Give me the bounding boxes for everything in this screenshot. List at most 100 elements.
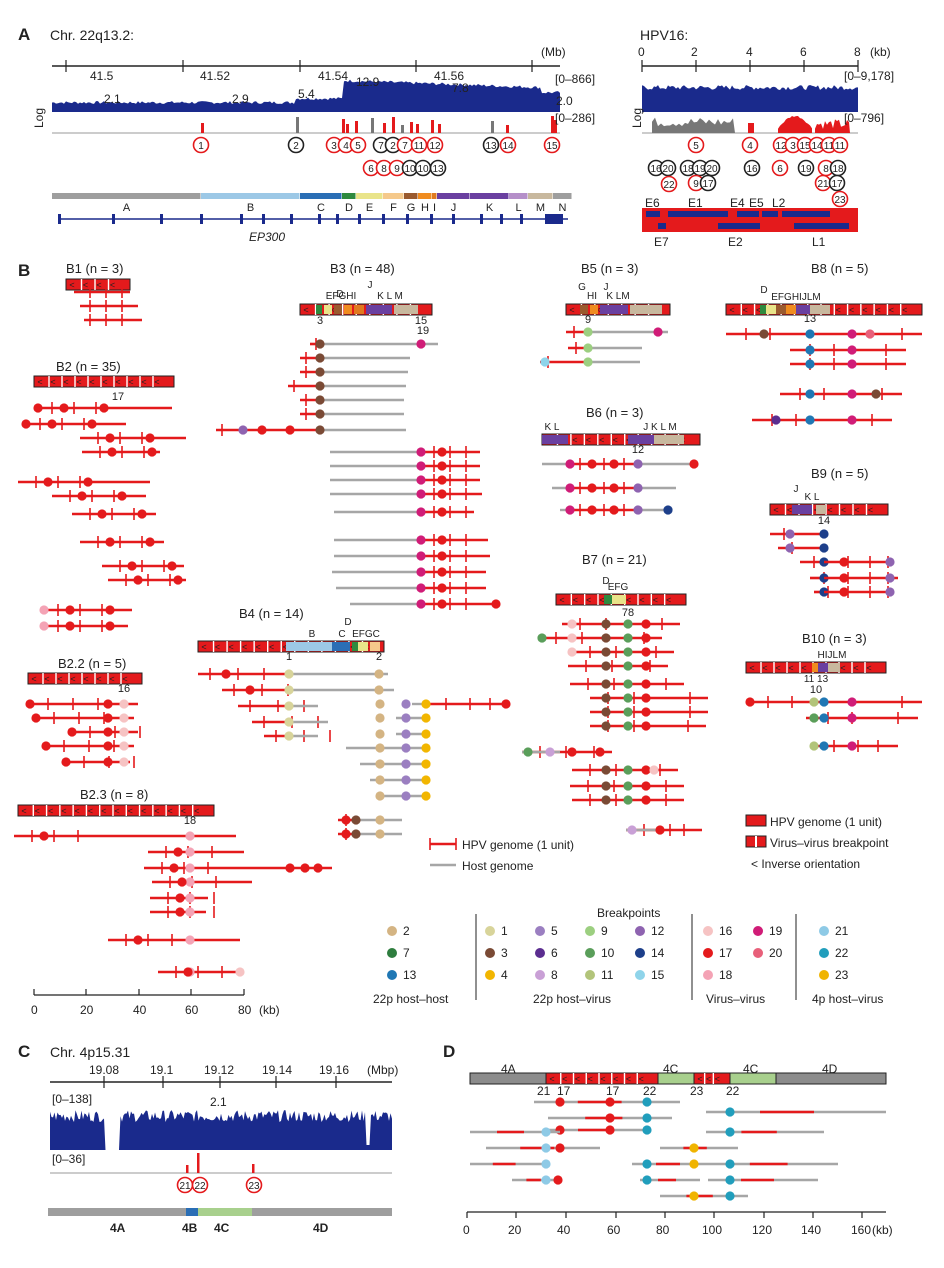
d-bp-dot bbox=[555, 1097, 565, 1107]
b3-dot bbox=[437, 447, 447, 457]
b6-arrow: < bbox=[572, 435, 577, 445]
chr4-seg-4d: 4D bbox=[313, 1221, 329, 1235]
chr22-bp-bar bbox=[346, 124, 349, 133]
b4-dot-5 bbox=[401, 791, 411, 801]
b9-dot-12 bbox=[885, 573, 895, 583]
hpv-orf bbox=[668, 211, 728, 217]
b4-dot-1 bbox=[284, 731, 294, 741]
legend-bp-label-15: 15 bbox=[651, 968, 665, 982]
legend-bp-dot-8 bbox=[535, 970, 545, 980]
chr4-cov-label: 2.1 bbox=[210, 1095, 227, 1109]
hpv-bp-6-label: 6 bbox=[777, 164, 783, 175]
segment-label-G: G bbox=[407, 202, 416, 214]
segment-label-H: H bbox=[421, 202, 429, 214]
b7-dot-3 bbox=[601, 707, 611, 717]
hpv-bp-4-label: 4 bbox=[747, 141, 753, 152]
b7-dot-10 bbox=[623, 781, 633, 791]
legend-bp-dot-6 bbox=[535, 948, 545, 958]
b9-dot-14 bbox=[819, 529, 829, 539]
d-hpv-2-arrow: < bbox=[697, 1074, 702, 1084]
d-bp-dot bbox=[541, 1127, 551, 1137]
b8-dot-13 bbox=[805, 329, 815, 339]
chr4-bp-bar bbox=[197, 1153, 200, 1173]
panel-d-letter: D bbox=[443, 1042, 456, 1061]
b2-dot bbox=[173, 575, 183, 585]
chr22-unit: (Mb) bbox=[541, 45, 566, 59]
b8-dot-13 bbox=[805, 345, 815, 355]
legend-bp-label-13: 13 bbox=[403, 968, 417, 982]
segment-I bbox=[432, 193, 437, 199]
b4-seg bbox=[370, 642, 380, 651]
chr22-bp-2-label: 2 bbox=[390, 141, 396, 152]
b7-arrow: < bbox=[666, 595, 671, 605]
b3-bp-3: 3 bbox=[317, 315, 323, 327]
b23-dot-18 bbox=[185, 863, 195, 873]
chr4-seg-4c-bar bbox=[198, 1208, 252, 1216]
chr22-bp-7-label: 7 bbox=[378, 141, 384, 152]
hpv-gene-l2: L2 bbox=[772, 196, 786, 210]
b3-bp-19: 19 bbox=[417, 325, 429, 337]
b10-dot-13 bbox=[819, 741, 829, 751]
b8-arrow: < bbox=[876, 305, 881, 315]
b9-seg bbox=[816, 505, 826, 514]
b4-dot-2 bbox=[375, 829, 385, 839]
b4-dot bbox=[221, 669, 231, 679]
b6-arrow: < bbox=[613, 435, 618, 445]
hpv-bp-red3 bbox=[748, 123, 754, 133]
hpv-tick-0: 0 bbox=[638, 45, 645, 59]
chr4-bp-22-circle bbox=[191, 1176, 209, 1194]
b2-arrow: < bbox=[63, 377, 68, 387]
b2-dot bbox=[133, 575, 143, 585]
hpv-bp-19-label: 19 bbox=[800, 164, 812, 175]
b4-dot-5 bbox=[401, 713, 411, 723]
b7-dot-3 bbox=[601, 679, 611, 689]
chr22-coverage bbox=[52, 79, 560, 112]
b2-arrow: < bbox=[115, 377, 120, 387]
hpv-gene-e5: E5 bbox=[749, 196, 764, 210]
d-hpv-2-arrow: < bbox=[706, 1074, 711, 1084]
b7-dot-8 bbox=[627, 825, 637, 835]
hpv-bp-17-circle bbox=[699, 174, 717, 192]
b2-dot bbox=[167, 561, 177, 571]
chr22-bp-bar bbox=[506, 125, 509, 133]
b22-arrow: < bbox=[83, 674, 88, 684]
segment-label-E: E bbox=[366, 202, 373, 214]
ep300-exon bbox=[500, 214, 503, 224]
b10-arrow: < bbox=[801, 663, 806, 673]
b4-arrow: < bbox=[283, 642, 288, 652]
b6-dot-14 bbox=[663, 505, 673, 515]
b1-arrow: < bbox=[110, 280, 115, 290]
segment-label-B: B bbox=[247, 202, 254, 214]
panel-d-graphics: < < < < < < < < < < < bbox=[466, 1072, 887, 1218]
cov-label-2: 2.9 bbox=[232, 92, 249, 106]
legend-bp-dot-18 bbox=[703, 970, 713, 980]
b4-seg bbox=[352, 642, 358, 651]
b8-arrow: < bbox=[729, 305, 734, 315]
b9-arrow: < bbox=[841, 505, 846, 515]
b3-seg bbox=[354, 305, 364, 314]
legend-bp-dot-5 bbox=[535, 926, 545, 936]
b5-seg-hi: HI bbox=[587, 291, 597, 302]
legend-bp-label-10: 10 bbox=[601, 946, 615, 960]
d-bp-label-23: 23 bbox=[690, 1084, 704, 1098]
b6-dot bbox=[587, 483, 597, 493]
ep300-exon bbox=[480, 214, 483, 224]
segment-label-C: C bbox=[317, 202, 325, 214]
b4-dot-4 bbox=[421, 791, 431, 801]
b23-arrow: < bbox=[35, 806, 40, 816]
legend-bp-label-5: 5 bbox=[551, 924, 558, 938]
panel-c-graphics: 21 22 23 bbox=[48, 1076, 392, 1216]
b2-dot bbox=[65, 621, 75, 631]
segment-label-D: D bbox=[345, 202, 353, 214]
b3-dot-19 bbox=[416, 475, 426, 485]
ep300-exon bbox=[290, 214, 293, 224]
hpv-bp-22-circle bbox=[660, 175, 678, 193]
b6-dot-19 bbox=[565, 505, 575, 515]
b6-dot-19 bbox=[565, 483, 575, 493]
ep300-exon bbox=[262, 214, 265, 224]
chr4-tick-5: 19.16 bbox=[319, 1063, 350, 1077]
b5-dot-15 bbox=[540, 357, 550, 367]
b4-dot bbox=[341, 829, 351, 839]
chr4-unit: (Mbp) bbox=[367, 1063, 399, 1077]
b22-arrow: < bbox=[109, 674, 114, 684]
